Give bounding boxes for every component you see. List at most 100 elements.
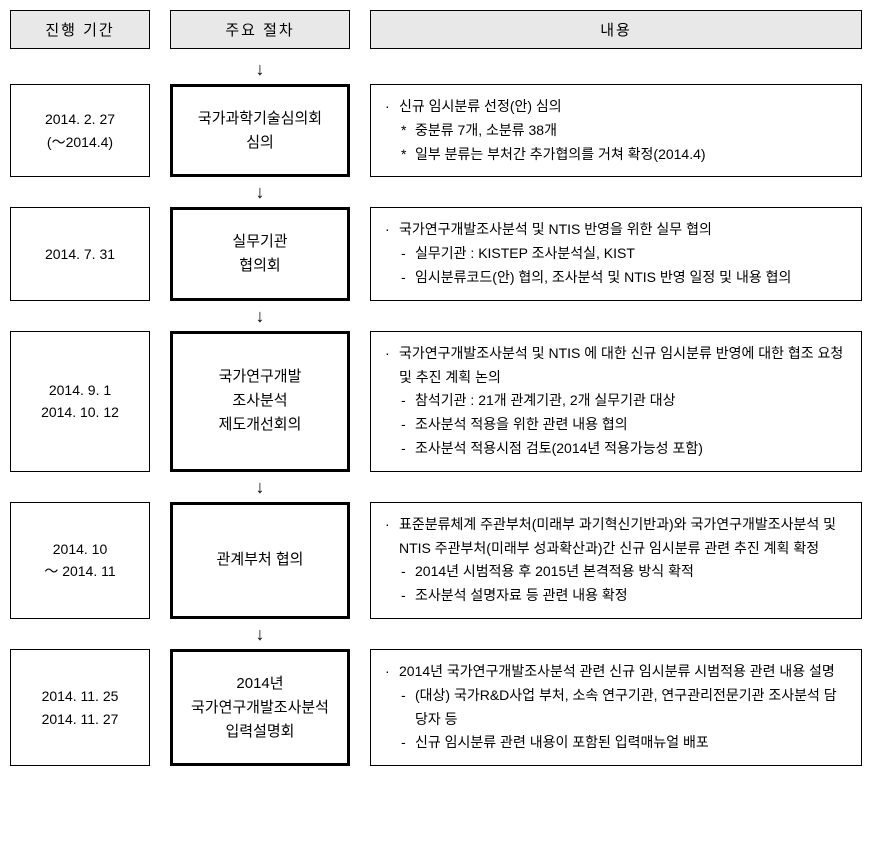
content-text: (대상) 국가R&D사업 부처, 소속 연구기관, 연구관리전문기관 조사분석 … — [415, 684, 847, 732]
content-text: 일부 분류는 부처간 추가협의를 거쳐 확정(2014.4) — [415, 143, 847, 167]
procedure-line: 조사분석 — [232, 389, 287, 413]
content-box: ·신규 임시분류 선정(안) 심의*중분류 7개, 소분류 38개*일부 분류는… — [370, 84, 862, 177]
bullet-icon: · — [385, 218, 399, 242]
date-box: 2014. 7. 31 — [10, 207, 150, 300]
down-arrow-icon: ↓ — [170, 619, 350, 649]
step-row: 2014. 9. 12014. 10. 12국가연구개발조사분석제도개선회의·국… — [10, 331, 862, 472]
date-box: 2014. 9. 12014. 10. 12 — [10, 331, 150, 472]
procedure-line: 협의회 — [239, 254, 280, 278]
date-line: 2014. 10 — [53, 538, 108, 560]
content-line: ·2014년 국가연구개발조사분석 관련 신규 임시분류 시범적용 관련 내용 … — [385, 660, 847, 684]
procedure-line: 관계부처 협의 — [217, 548, 304, 572]
content-line: -실무기관 : KISTEP 조사분석실, KIST — [385, 242, 847, 266]
content-text: 조사분석 적용을 위한 관련 내용 협의 — [415, 413, 847, 437]
content-line: -신규 임시분류 관련 내용이 포함된 입력매뉴얼 배포 — [385, 731, 847, 755]
procedure-box: 2014년국가연구개발조사분석입력설명회 — [170, 649, 350, 766]
procedure-line: 입력설명회 — [225, 720, 294, 744]
arrow-row: ↓ — [10, 472, 862, 502]
content-line: -2014년 시범적용 후 2015년 본격적용 방식 확적 — [385, 560, 847, 584]
bullet-icon: · — [385, 95, 399, 119]
content-line: -참석기관 : 21개 관계기관, 2개 실무기관 대상 — [385, 389, 847, 413]
date-line: 2014. 10. 12 — [41, 401, 119, 423]
procedure-line: 제도개선회의 — [219, 413, 302, 437]
arrow-row: ↓ — [10, 54, 862, 84]
content-text: 국가연구개발조사분석 및 NTIS 에 대한 신규 임시분류 반영에 대한 협조… — [399, 342, 847, 390]
bullet-icon: - — [401, 437, 415, 461]
bullet-icon: · — [385, 342, 399, 390]
date-line: ～ 2014. 11 — [44, 560, 115, 582]
date-line: 2014. 11. 27 — [42, 708, 119, 730]
content-line: ·표준분류체계 주관부처(미래부 과기혁신기반과)와 국가연구개발조사분석 및 … — [385, 513, 847, 561]
bullet-icon: - — [401, 731, 415, 755]
content-box: ·2014년 국가연구개발조사분석 관련 신규 임시분류 시범적용 관련 내용 … — [370, 649, 862, 766]
arrow-spacer — [10, 472, 170, 502]
arrow-spacer — [10, 301, 170, 331]
content-text: 2014년 국가연구개발조사분석 관련 신규 임시분류 시범적용 관련 내용 설… — [399, 660, 847, 684]
bullet-icon: - — [401, 560, 415, 584]
header-procedure: 주요 절차 — [170, 10, 350, 49]
content-text: 2014년 시범적용 후 2015년 본격적용 방식 확적 — [415, 560, 847, 584]
content-text: 표준분류체계 주관부처(미래부 과기혁신기반과)와 국가연구개발조사분석 및 N… — [399, 513, 847, 561]
steps-area: ↓2014. 2. 27(～2014.4)국가과학기술심의회심의·신규 임시분류… — [10, 54, 862, 766]
step-row: 2014. 11. 252014. 11. 27 2014년국가연구개발조사분석입… — [10, 649, 862, 766]
bullet-icon: - — [401, 389, 415, 413]
header-content: 내용 — [370, 10, 862, 49]
flowchart-container: 진행 기간 주요 절차 내용 ↓2014. 2. 27(～2014.4)국가과학… — [10, 10, 862, 766]
content-text: 조사분석 설명자료 등 관련 내용 확정 — [415, 584, 847, 608]
arrow-spacer — [10, 177, 170, 207]
content-text: 신규 임시분류 관련 내용이 포함된 입력매뉴얼 배포 — [415, 731, 847, 755]
arrow-row: ↓ — [10, 619, 862, 649]
bullet-icon: · — [385, 660, 399, 684]
down-arrow-icon: ↓ — [170, 472, 350, 502]
content-line: -임시분류코드(안) 협의, 조사분석 및 NTIS 반영 일정 및 내용 협의 — [385, 266, 847, 290]
content-line: ·국가연구개발조사분석 및 NTIS 반영을 위한 실무 협의 — [385, 218, 847, 242]
content-line: *중분류 7개, 소분류 38개 — [385, 119, 847, 143]
procedure-box: 관계부처 협의 — [170, 502, 350, 619]
procedure-box: 국가과학기술심의회심의 — [170, 84, 350, 177]
content-line: -조사분석 설명자료 등 관련 내용 확정 — [385, 584, 847, 608]
down-arrow-icon: ↓ — [170, 177, 350, 207]
content-box: ·국가연구개발조사분석 및 NTIS 에 대한 신규 임시분류 반영에 대한 협… — [370, 331, 862, 472]
arrow-spacer — [10, 54, 170, 84]
arrow-row: ↓ — [10, 177, 862, 207]
procedure-line: 국가과학기술심의회 — [198, 107, 322, 131]
content-text: 조사분석 적용시점 검토(2014년 적용가능성 포함) — [415, 437, 847, 461]
content-line: *일부 분류는 부처간 추가협의를 거쳐 확정(2014.4) — [385, 143, 847, 167]
step-row: 2014. 7. 31실무기관협의회·국가연구개발조사분석 및 NTIS 반영을… — [10, 207, 862, 300]
header-row: 진행 기간 주요 절차 내용 — [10, 10, 862, 49]
date-line: 2014. 2. 27 — [45, 108, 115, 130]
bullet-icon: - — [401, 413, 415, 437]
date-line: 2014. 7. 31 — [45, 243, 115, 265]
content-line: -조사분석 적용을 위한 관련 내용 협의 — [385, 413, 847, 437]
procedure-line: 국가연구개발조사분석 — [191, 696, 329, 720]
date-line: 2014. 9. 1 — [49, 379, 111, 401]
step-row: 2014. 2. 27(～2014.4)국가과학기술심의회심의·신규 임시분류 … — [10, 84, 862, 177]
content-line: ·국가연구개발조사분석 및 NTIS 에 대한 신규 임시분류 반영에 대한 협… — [385, 342, 847, 390]
bullet-icon: - — [401, 684, 415, 732]
procedure-line: 실무기관 — [232, 230, 287, 254]
arrow-spacer — [10, 619, 170, 649]
procedure-line: 심의 — [246, 131, 274, 155]
content-text: 신규 임시분류 선정(안) 심의 — [399, 95, 847, 119]
content-box: ·표준분류체계 주관부처(미래부 과기혁신기반과)와 국가연구개발조사분석 및 … — [370, 502, 862, 619]
content-text: 실무기관 : KISTEP 조사분석실, KIST — [415, 242, 847, 266]
content-box: ·국가연구개발조사분석 및 NTIS 반영을 위한 실무 협의-실무기관 : K… — [370, 207, 862, 300]
date-box: 2014. 2. 27(～2014.4) — [10, 84, 150, 177]
down-arrow-icon: ↓ — [170, 54, 350, 84]
step-row: 2014. 10～ 2014. 11 관계부처 협의 ·표준분류체계 주관부처(미래… — [10, 502, 862, 619]
procedure-line: 2014년 — [236, 672, 283, 696]
arrow-row: ↓ — [10, 301, 862, 331]
content-text: 임시분류코드(안) 협의, 조사분석 및 NTIS 반영 일정 및 내용 협의 — [415, 266, 847, 290]
date-line: 2014. 11. 25 — [42, 685, 119, 707]
procedure-line: 국가연구개발 — [219, 365, 302, 389]
bullet-icon: · — [385, 513, 399, 561]
date-box: 2014. 10～ 2014. 11 — [10, 502, 150, 619]
procedure-box: 실무기관협의회 — [170, 207, 350, 300]
bullet-icon: - — [401, 242, 415, 266]
date-line: (～2014.4) — [47, 131, 113, 153]
bullet-icon: - — [401, 584, 415, 608]
bullet-icon: * — [401, 119, 415, 143]
content-text: 중분류 7개, 소분류 38개 — [415, 119, 847, 143]
procedure-box: 국가연구개발조사분석제도개선회의 — [170, 331, 350, 472]
content-line: -조사분석 적용시점 검토(2014년 적용가능성 포함) — [385, 437, 847, 461]
